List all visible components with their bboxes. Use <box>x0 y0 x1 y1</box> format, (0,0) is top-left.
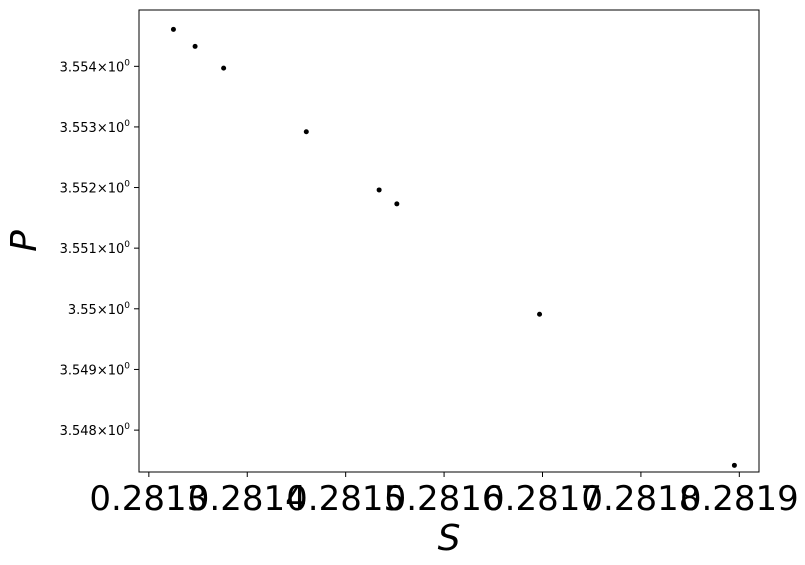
x-axis-label: S <box>438 518 461 559</box>
data-point <box>221 65 227 71</box>
y-axis-label: P <box>4 230 45 252</box>
data-point <box>376 187 382 193</box>
y-tick-label: 3.549×100 <box>60 361 131 378</box>
y-tick-label: 3.548×100 <box>60 422 131 439</box>
data-point <box>192 43 198 49</box>
data-point <box>303 129 309 135</box>
x-tick-label: 0.2819 <box>680 479 799 519</box>
y-tick-label: 3.551×100 <box>60 240 131 257</box>
x-tick-label: 0.2817 <box>483 479 602 519</box>
y-tick-label: 3.554×100 <box>60 58 131 75</box>
x-tick-label: 0.2813 <box>89 479 208 519</box>
data-point <box>170 26 176 32</box>
x-tick-label: 0.2816 <box>385 479 504 519</box>
x-axis-ticks: 0.28130.28140.28150.28160.28170.28180.28… <box>89 472 799 519</box>
data-points <box>170 26 737 468</box>
y-tick-label: 3.552×100 <box>60 180 131 197</box>
x-tick-label: 0.2818 <box>581 479 700 519</box>
data-point <box>394 201 400 207</box>
data-point <box>731 462 737 468</box>
plot-frame <box>138 9 760 473</box>
x-tick-label: 0.2814 <box>188 479 307 519</box>
x-tick-label: 0.2815 <box>286 479 405 519</box>
y-tick-label: 3.55×100 <box>68 301 130 318</box>
data-point <box>537 311 543 317</box>
y-axis-ticks: 3.554×100 3.553×100 3.552×100 3.551×100 3.55… <box>60 58 139 439</box>
y-tick-label: 3.553×100 <box>60 119 131 136</box>
